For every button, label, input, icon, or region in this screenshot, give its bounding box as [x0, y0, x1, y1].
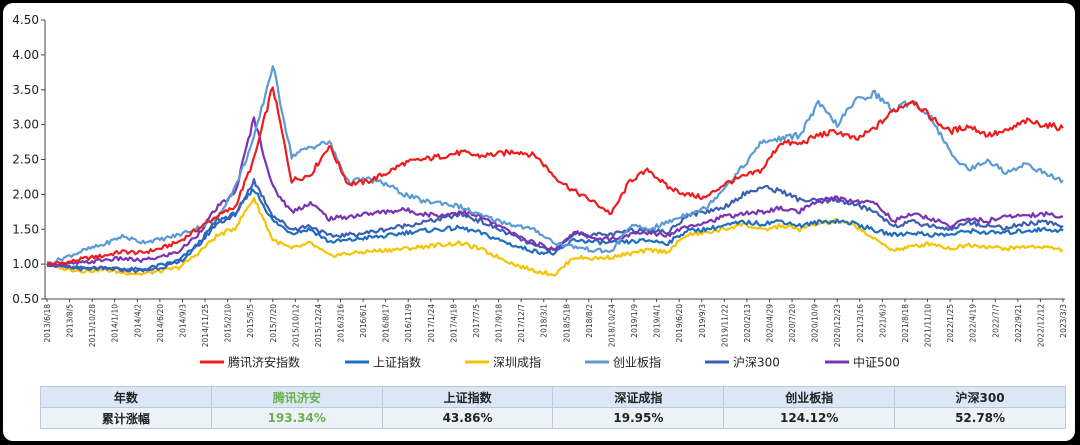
- x-tick-label: 2014/11/25: [201, 304, 210, 347]
- x-tick-label: 2022/12/12: [1036, 304, 1045, 347]
- series-line: [46, 65, 1064, 266]
- x-tick-label: 2019/6/20: [675, 304, 684, 343]
- x-tick-label: 2019/4/1: [653, 304, 662, 338]
- x-tick-label: 2015/7/20: [269, 304, 278, 343]
- legend-label: 上证指数: [373, 355, 421, 370]
- x-tick-label: 2020/12/23: [833, 304, 842, 347]
- x-tick-label: 2021/11/10: [924, 304, 933, 347]
- y-tick-label: 4.00: [12, 48, 39, 62]
- table-cell: 52.78%: [894, 407, 1066, 429]
- table-header-row: 年数 腾讯济安 上证指数 深证成指 创业板指 沪深300: [40, 386, 1066, 408]
- x-tick-label: 2016/11/9: [404, 304, 413, 343]
- line-chart: 0.50 1.00 1.50 2.00 2.50 3.00 3.50 4.00 4.50 201…: [12, 13, 1068, 370]
- x-tick-label: 2022/7/7: [991, 304, 1000, 338]
- table-column-header: 沪深300: [894, 386, 1066, 408]
- table-column-header: 深证成指: [552, 386, 725, 408]
- table-cell: 43.86%: [381, 407, 554, 429]
- x-tick-label: 2015/2/10: [224, 304, 233, 343]
- x-tick-label: 2020/4/29: [765, 304, 774, 343]
- chart-panel: 0.50 1.00 1.50 2.00 2.50 3.00 3.50 4.00 4.50 201…: [3, 3, 1075, 441]
- x-tick-label: 2017/4/18: [449, 304, 458, 343]
- x-tick-label: 2014/6/20: [156, 304, 165, 343]
- y-tick-label: 3.50: [12, 83, 39, 97]
- legend-label: 腾讯济安指数: [228, 355, 300, 370]
- table-row: 累计涨幅 193.34% 43.86% 19.95% 124.12% 52.78…: [40, 407, 1066, 429]
- legend-label: 沪深300: [733, 356, 780, 370]
- x-tick-label: 2015/12/24: [314, 304, 323, 347]
- x-tick-label: 2016/8/17: [382, 304, 391, 343]
- y-tick-label: 1.00: [12, 257, 39, 271]
- y-tick-label: 4.50: [12, 13, 39, 27]
- table-cell: 124.12%: [723, 407, 896, 429]
- x-tick-label: 2018/8/2: [585, 304, 594, 338]
- x-tick-label: 2022/4/19: [969, 304, 978, 343]
- x-tick-label: 2019/9/3: [698, 304, 707, 338]
- x-tick-label: 2020/10/9: [811, 304, 820, 343]
- x-tick-label: 2019/11/22: [720, 304, 729, 347]
- x-tick-label: 2017/12/7: [517, 304, 526, 343]
- x-tick-label: 2016/6/1: [359, 304, 368, 338]
- table-cell: 19.95%: [552, 407, 725, 429]
- y-tick-label: 1.50: [12, 222, 39, 236]
- series-line: [46, 86, 1064, 267]
- table-column-header: 上证指数: [381, 386, 554, 408]
- x-tick-label: 2017/1/24: [427, 304, 436, 343]
- x-tick-label: 2020/2/13: [743, 304, 752, 343]
- x-tick-label: 2016/3/16: [337, 304, 346, 343]
- table-cell: 193.34%: [210, 407, 383, 429]
- x-tick-label: 2015/5/5: [246, 304, 255, 338]
- x-tick-label: 2015/10/12: [291, 304, 300, 347]
- x-tick-label: 2018/5/18: [562, 304, 571, 343]
- legend-label: 深圳成指: [493, 355, 541, 370]
- x-tick-label: 2013/10/28: [88, 304, 97, 347]
- x-tick-label: 2020/7/20: [788, 304, 797, 343]
- table-column-header: 腾讯济安: [210, 386, 383, 408]
- x-tick-label: 2017/9/18: [495, 304, 504, 343]
- x-tick-label: 2022/9/21: [1014, 304, 1023, 343]
- x-tick-label: 2013/8/5: [66, 304, 75, 338]
- series-line: [46, 116, 1064, 267]
- y-tick-label: 2.50: [12, 153, 39, 167]
- legend-label: 中证500: [853, 355, 900, 370]
- legend-label: 创业板指: [613, 355, 661, 370]
- x-tick-label: 2022/1/25: [946, 304, 955, 343]
- x-tick-label: 2017/7/5: [472, 304, 481, 338]
- y-tick-label: 0.50: [12, 292, 39, 306]
- y-tick-label: 3.00: [12, 118, 39, 132]
- x-tick-label: 2023/3/3: [1059, 304, 1068, 338]
- series-line: [46, 188, 1064, 272]
- x-tick-label: 2018/10/24: [607, 304, 616, 347]
- y-tick-label: 2.00: [12, 187, 39, 201]
- x-tick-label: 2019/1/9: [630, 304, 639, 338]
- x-tick-label: 2013/6/18: [43, 304, 52, 343]
- x-tick-label: 2014/4/2: [133, 304, 142, 338]
- table-header-label: 年数: [40, 386, 212, 408]
- table-row-label: 累计涨幅: [40, 407, 212, 429]
- x-tick-label: 2021/8/18: [901, 304, 910, 343]
- x-tick-label: 2014/9/3: [178, 304, 187, 338]
- x-tick-label: 2018/3/1: [540, 304, 549, 338]
- x-tick-label: 2014/1/10: [111, 304, 120, 343]
- x-tick-label: 2021/6/3: [878, 304, 887, 338]
- series-line: [46, 196, 1064, 277]
- series-line: [47, 178, 1064, 274]
- cumulative-return-table: 年数 腾讯济安 上证指数 深证成指 创业板指 沪深300 累计涨幅 193.34…: [40, 386, 1066, 429]
- table-column-header: 创业板指: [723, 386, 896, 408]
- x-tick-label: 2021/3/16: [856, 304, 865, 343]
